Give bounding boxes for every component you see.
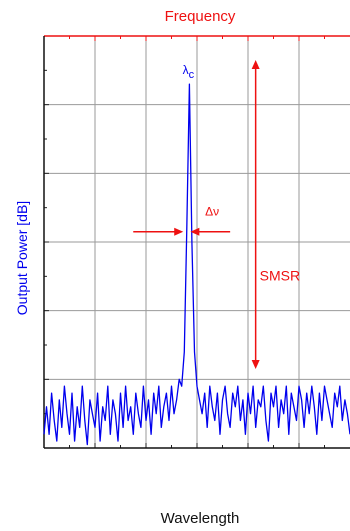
peak-label: λc xyxy=(183,63,195,81)
annotation-markers xyxy=(133,60,260,370)
peak-label-subscript: c xyxy=(189,69,195,81)
peak-label-symbol: λ xyxy=(183,63,189,77)
smsr-label: SMSR xyxy=(260,268,300,284)
linewidth-arrow-left-head xyxy=(174,227,184,236)
axes xyxy=(43,35,350,449)
linewidth-label: Δν xyxy=(205,205,219,219)
x-axis-label: Wavelength xyxy=(161,510,240,527)
linewidth-arrow-right-head xyxy=(190,227,200,236)
smsr-arrow-head-bottom xyxy=(251,360,260,370)
smsr-arrow-head-top xyxy=(251,60,260,70)
series-line xyxy=(43,83,350,446)
y-axis-label: Output Power [dB] xyxy=(14,201,30,315)
series-group xyxy=(43,83,350,446)
top-axis-label: Frequency xyxy=(165,8,236,25)
ticks xyxy=(44,36,325,448)
